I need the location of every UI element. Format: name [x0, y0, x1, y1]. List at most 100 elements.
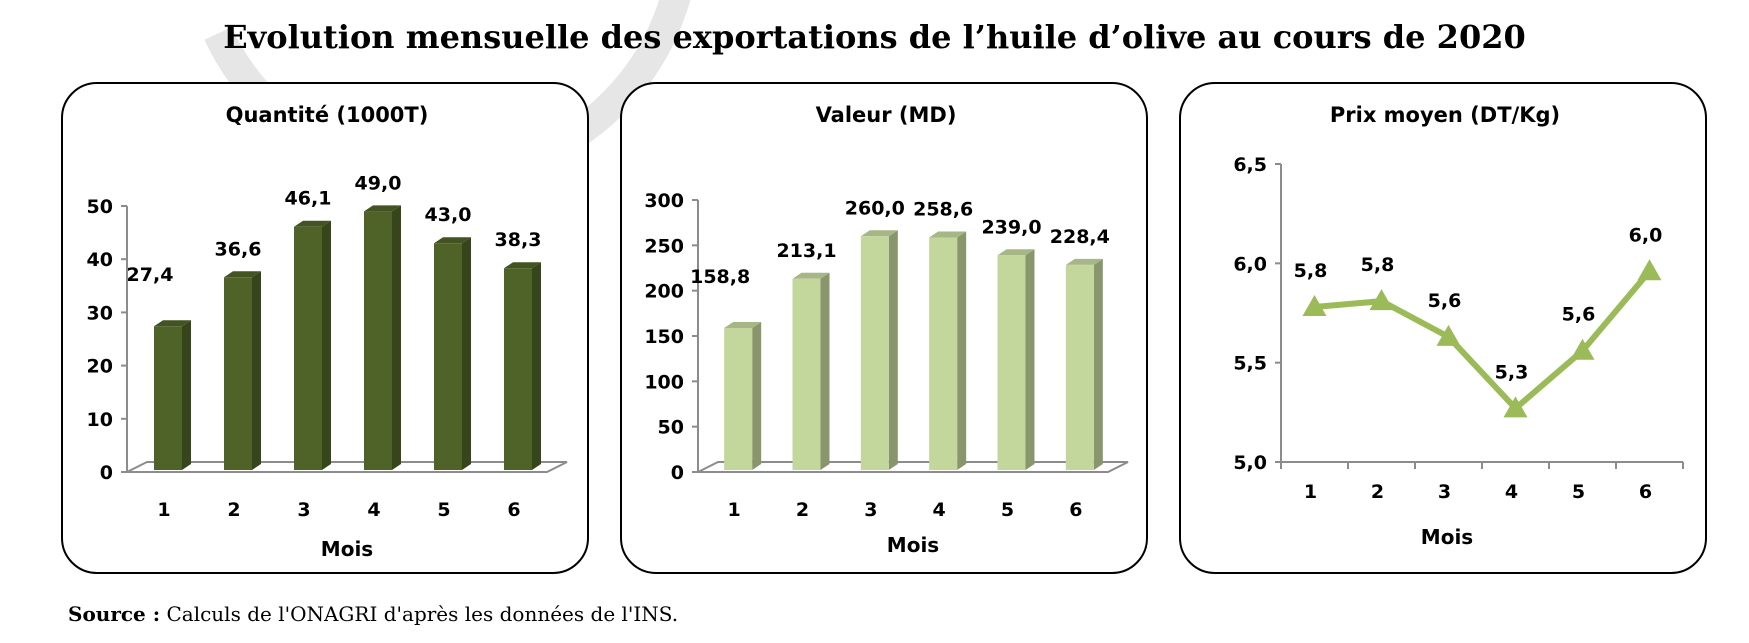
chart-panel-valeur: Valeur (MD) 0 50 100 150 200 250 300 158,8 1 213,1…: [620, 82, 1148, 574]
y-tick-label: 5,5: [1233, 353, 1267, 375]
data-label: 38,3: [495, 229, 542, 251]
bar: [929, 237, 958, 470]
bar-side: [392, 205, 401, 470]
x-tick-label: 6: [1069, 499, 1082, 521]
bar: [997, 255, 1026, 470]
x-tick-label: 2: [796, 499, 809, 521]
y-tick-label: 0: [100, 462, 113, 484]
chart-quantite: Quantité (1000T) 0 10 20 30 40 50 27,4 1 36,6 2 46,…: [87, 103, 568, 561]
chart-panel-prix: Prix moyen (DT/Kg) 5,0 5,5 6,0 6,5 5,8 1 5,8 2 5,…: [1179, 82, 1707, 574]
data-label: 5,8: [1361, 254, 1395, 276]
bar: [860, 236, 889, 470]
y-tick-label: 0: [671, 462, 684, 484]
y-tick-label: 300: [644, 190, 684, 212]
x-tick-label: 5: [1001, 499, 1014, 521]
bar-top: [860, 230, 898, 237]
y-tick-label: 40: [87, 249, 113, 271]
x-tick-label: 5: [437, 499, 450, 521]
chart-title: Valeur (MD): [816, 103, 957, 127]
y-tick-label: 6,0: [1233, 253, 1267, 275]
y-tick-label: 6,5: [1233, 154, 1267, 176]
data-label: 5,3: [1495, 361, 1529, 383]
bar-top: [1065, 258, 1103, 265]
bar-side: [752, 322, 762, 470]
chart-title: Quantité (1000T): [226, 103, 429, 127]
data-label: 260,0: [845, 197, 905, 219]
bar-side: [820, 272, 830, 470]
bar-top: [364, 205, 401, 212]
bar: [224, 277, 252, 470]
x-tick-label: 2: [1371, 481, 1384, 503]
bar-top: [154, 320, 191, 327]
y-tick-label: 10: [87, 409, 113, 431]
bar-top: [504, 262, 541, 269]
chart-floor: [697, 461, 1129, 473]
x-tick-label: 6: [1639, 481, 1652, 503]
x-tick-label: 1: [157, 499, 170, 521]
bar: [294, 226, 322, 470]
bar-top: [929, 231, 967, 238]
y-tick-label: 250: [644, 235, 684, 257]
data-label: 5,8: [1294, 260, 1328, 282]
bar-top: [224, 271, 261, 278]
bar: [792, 278, 821, 470]
bar-side: [1025, 249, 1035, 470]
x-tick-label: 6: [507, 499, 520, 521]
source-note: Source : Calculs de l'ONAGRI d'après les…: [68, 602, 678, 626]
y-tick-label: 100: [644, 371, 684, 393]
x-axis-label: Mois: [1421, 525, 1473, 549]
x-tick-label: 5: [1572, 481, 1585, 503]
y-tick-label: 200: [644, 281, 684, 303]
data-label: 43,0: [425, 204, 472, 226]
x-tick-label: 3: [297, 499, 310, 521]
data-label: 239,0: [981, 216, 1041, 238]
y-tick-label: 50: [87, 196, 113, 218]
x-tick-label: 4: [1505, 481, 1518, 503]
chart-prix: Prix moyen (DT/Kg) 5,0 5,5 6,0 6,5 5,8 1 5,8 2 5,…: [1233, 103, 1684, 549]
data-label: 6,0: [1629, 224, 1663, 246]
bar-top: [294, 220, 331, 227]
bar-top: [997, 249, 1035, 256]
data-point-marker: [1436, 324, 1461, 346]
bar: [154, 326, 182, 470]
x-tick-label: 2: [227, 499, 240, 521]
bar-side: [957, 231, 967, 470]
data-label: 158,8: [690, 266, 750, 288]
data-label: 49,0: [355, 172, 402, 194]
bar-side: [252, 271, 261, 470]
data-label: 5,6: [1562, 304, 1596, 326]
data-point-marker: [1302, 295, 1327, 317]
x-tick-label: 3: [864, 499, 877, 521]
x-tick-label: 1: [728, 499, 741, 521]
page-title: Evolution mensuelle des exportations de …: [223, 18, 1526, 56]
data-label: 46,1: [285, 188, 332, 210]
bar-side: [888, 230, 898, 470]
y-tick-label: 50: [658, 417, 684, 439]
data-point-marker: [1637, 259, 1662, 281]
chart-floor: [126, 461, 568, 473]
data-label: 213,1: [776, 240, 836, 262]
bar: [364, 211, 392, 470]
x-tick-label: 4: [367, 499, 380, 521]
chart-valeur: Valeur (MD) 0 50 100 150 200 250 300 158,8 1 213,1…: [644, 103, 1129, 557]
data-label: 36,6: [215, 238, 262, 260]
bar-side: [322, 220, 331, 470]
bar: [1065, 264, 1094, 470]
bar-side: [1093, 258, 1103, 470]
bar: [504, 268, 532, 470]
data-point-marker: [1570, 338, 1595, 360]
y-tick-label: 20: [87, 356, 113, 378]
bar-top: [724, 322, 762, 329]
bar-top: [792, 272, 830, 279]
source-label: Source :: [68, 602, 161, 626]
y-tick-label: 30: [87, 302, 113, 324]
data-point-marker: [1369, 289, 1394, 311]
bar-top: [434, 237, 471, 244]
bar-side: [532, 262, 541, 470]
source-text: Calculs de l'ONAGRI d'après les données …: [166, 602, 679, 626]
y-tick-label: 150: [644, 326, 684, 348]
data-point-marker: [1503, 396, 1528, 418]
bar-side: [182, 320, 191, 470]
data-label: 258,6: [913, 199, 973, 221]
bar: [434, 243, 462, 470]
